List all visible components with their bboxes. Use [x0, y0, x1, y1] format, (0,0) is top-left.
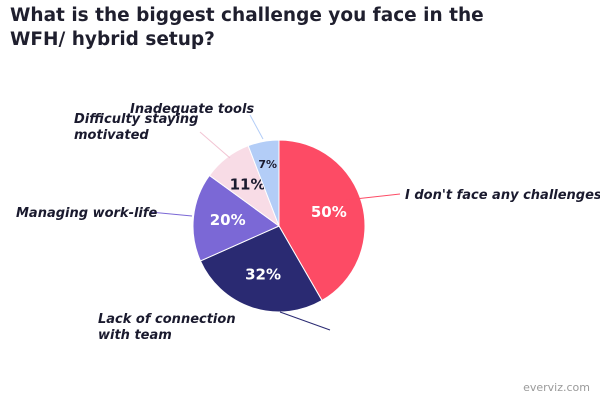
pct-label-managing-work-life: 20%	[210, 211, 246, 229]
pie-slice-i-don-t-face-any-challenges	[278, 139, 366, 302]
pct-label-inadequate-tools: 7%	[258, 158, 277, 171]
pie-slice-managing-work-life	[192, 174, 280, 262]
connector-inadequate-tools	[249, 114, 264, 140]
pct-label-difficulty-staying-motivated: 11%	[230, 176, 266, 194]
pie-slice-inadequate-tools	[247, 139, 280, 227]
connector-lack-of-connection-with-team	[279, 311, 331, 331]
pct-label-i-don-t-face-any-challenges: 50%	[311, 203, 347, 221]
category-label-lack-of-connection-with-team: Lack of connection with team	[98, 312, 236, 343]
category-label-i-don-t-face-any-challenges: I don't face any challenges	[405, 188, 600, 203]
category-label-inadequate-tools: Inadequate tools	[130, 102, 254, 117]
category-label-managing-work-life: Managing work-life	[16, 206, 158, 221]
connector-i-don-t-face-any-challenges	[345, 193, 401, 201]
connector-difficulty-staying-motivated	[199, 131, 231, 159]
credit-text: everviz.com	[523, 381, 590, 394]
pct-label-lack-of-connection-with-team: 32%	[245, 266, 281, 284]
category-label-difficulty-staying-motivated: Difficulty staying motivated	[74, 112, 198, 143]
connector-managing-work-life	[149, 211, 193, 217]
chart-title: What is the biggest challenge you face i…	[10, 5, 484, 50]
